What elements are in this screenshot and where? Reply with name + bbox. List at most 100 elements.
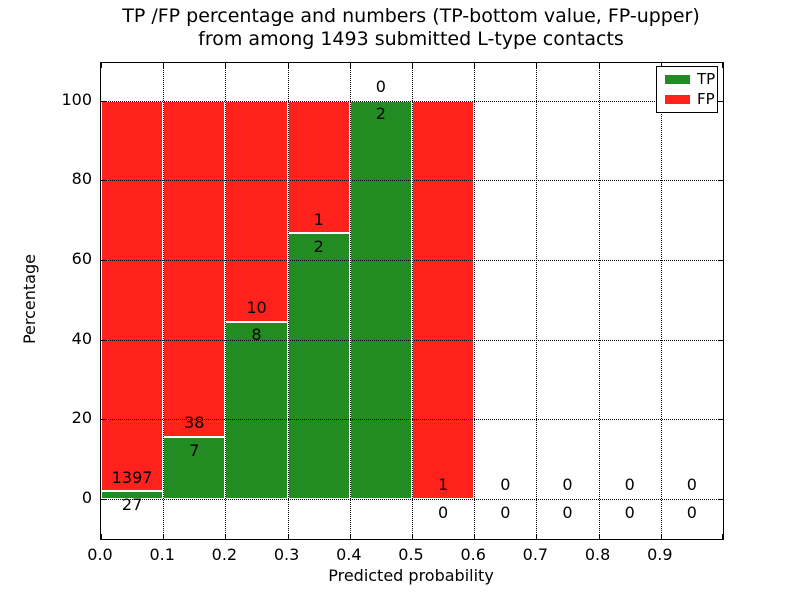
y-tick-label: 0 [81, 488, 92, 507]
x-tick-mark [101, 63, 102, 68]
tp-count-label: 8 [251, 325, 262, 345]
bar-segment-tp [163, 437, 226, 499]
bar-segment-fp [225, 100, 288, 322]
y-tick-mark [718, 499, 723, 500]
x-tick-mark [598, 534, 600, 539]
x-tick-mark [287, 534, 289, 539]
y-tick-label: 60 [71, 248, 92, 268]
y-tick-mark [101, 339, 106, 341]
x-tick-mark [536, 534, 538, 539]
x-tick-mark [598, 63, 600, 68]
gridline-vertical [598, 63, 600, 539]
fp-count-label: 38 [184, 413, 205, 433]
gridline-vertical [536, 63, 538, 539]
x-tick-label: 0.4 [336, 545, 362, 564]
fp-swatch-icon [665, 95, 690, 104]
y-tick-mark [101, 419, 106, 421]
x-tick-label: 0.3 [273, 545, 300, 564]
tp-count-label: 0 [500, 502, 511, 522]
fp-count-label: 0 [562, 475, 573, 495]
x-tick-mark [287, 63, 289, 68]
x-tick-mark [225, 534, 227, 539]
x-tick-label: 0.1 [149, 545, 175, 564]
x-axis-label: Predicted probability [328, 566, 494, 585]
gridline-vertical [412, 63, 413, 539]
y-tick-mark [101, 259, 106, 261]
bar-segment-fp [163, 100, 226, 437]
gridline-vertical [349, 63, 351, 539]
x-tick-mark [474, 63, 476, 68]
x-tick-label: 0.5 [398, 545, 424, 564]
tp-count-label: 2 [313, 236, 324, 256]
x-tick-mark [660, 63, 662, 68]
legend-item-fp: FP [657, 92, 717, 107]
x-tick-label: 0.2 [211, 545, 238, 564]
x-tick-mark [474, 534, 476, 539]
fp-count-label: 0 [686, 475, 697, 495]
tp-count-label: 0 [686, 502, 697, 522]
y-tick-label: 80 [71, 169, 92, 189]
x-tick-mark [349, 534, 351, 539]
bar-segment-fp [412, 100, 475, 499]
tp-legend-label: TP [697, 70, 716, 88]
x-tick-label: 0.6 [460, 545, 486, 564]
y-axis-label: Percentage [20, 254, 39, 345]
y-tick-mark [101, 499, 106, 500]
chart-title-line2: from among 1493 submitted L-type contact… [198, 28, 624, 50]
x-tick-mark [349, 63, 351, 68]
tp-count-label: 0 [438, 502, 449, 522]
tp-count-label: 2 [375, 104, 386, 124]
x-tick-mark [163, 534, 165, 539]
fp-count-label: 0 [500, 475, 511, 495]
fp-count-label: 1397 [111, 467, 153, 487]
fp-count-label: 0 [624, 475, 635, 495]
x-tick-mark [412, 63, 413, 68]
gridline-vertical [474, 63, 476, 539]
x-tick-label: 0.0 [87, 545, 113, 564]
plot-area: 1397 27 38 7 10 8 1 2 0 2 1 0 0 0 0 0 0 0 0 0 [100, 62, 724, 540]
y-tick-mark [718, 339, 723, 341]
y-tick-mark [718, 100, 723, 102]
tp-count-label: 0 [562, 502, 573, 522]
y-tick-mark [718, 419, 723, 421]
x-tick-label: 0.7 [522, 545, 549, 564]
x-tick-label: 0.9 [647, 545, 673, 564]
y-tick-mark [101, 180, 106, 182]
y-tick-label: 40 [71, 328, 92, 348]
x-tick-mark [225, 63, 227, 68]
legend: TP FP [656, 66, 718, 113]
y-tick-label: 100 [61, 89, 92, 109]
fp-count-label: 1 [313, 209, 324, 229]
tp-count-label: 27 [121, 494, 143, 514]
tp-swatch-icon [665, 75, 690, 84]
y-tick-label: 20 [71, 408, 92, 428]
legend-item-tp: TP [657, 72, 717, 87]
y-tick-mark [718, 180, 723, 182]
fp-count-label: 10 [246, 298, 267, 318]
gridline-vertical [287, 63, 289, 539]
x-tick-mark [722, 534, 723, 539]
chart-title-line1: TP /FP percentage and numbers (TP-bottom… [122, 5, 700, 27]
y-tick-mark [101, 100, 106, 102]
bar-segment-tp [225, 321, 288, 499]
bar-segment-tp [101, 491, 164, 499]
tp-count-label: 0 [624, 502, 635, 522]
fp-count-label: 0 [375, 76, 386, 96]
gridline-vertical [660, 63, 662, 539]
y-tick-mark [718, 259, 723, 261]
x-tick-mark [660, 534, 662, 539]
bar-segment-tp [349, 100, 412, 499]
tp-count-label: 7 [189, 440, 200, 460]
x-tick-mark [163, 63, 165, 68]
x-tick-mark [722, 63, 723, 68]
gridline-vertical [225, 63, 227, 539]
x-tick-mark [101, 534, 102, 539]
x-tick-mark [536, 63, 538, 68]
bar-segment-fp [101, 100, 164, 492]
gridline-vertical [163, 63, 165, 539]
fp-legend-label: FP [697, 90, 715, 108]
fp-count-label: 1 [438, 475, 449, 495]
x-tick-label: 0.8 [584, 545, 611, 564]
x-tick-mark [412, 534, 413, 539]
